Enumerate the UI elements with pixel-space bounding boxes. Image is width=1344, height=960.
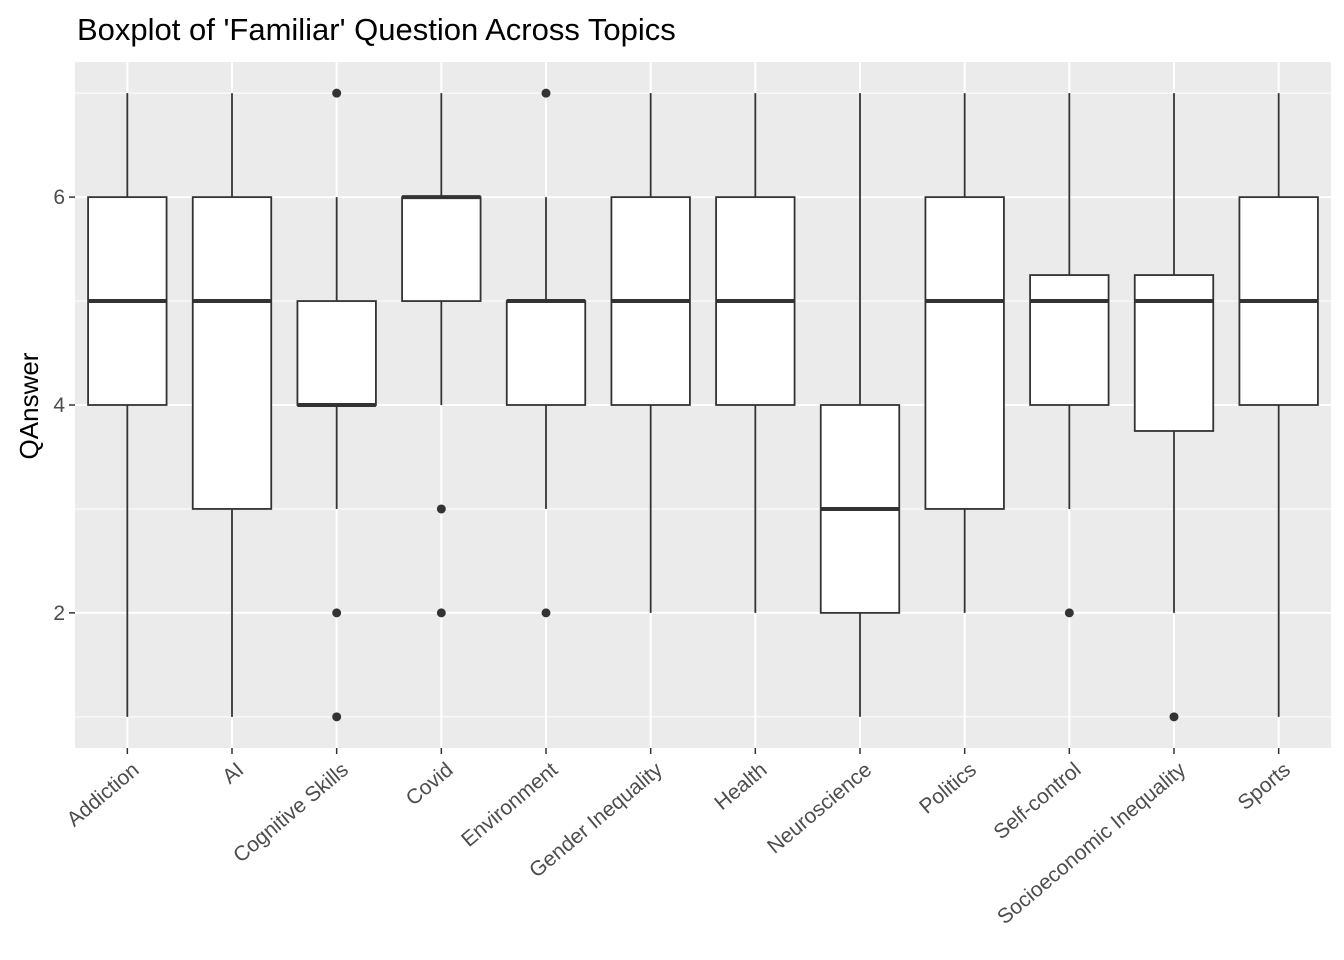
outlier-point (332, 608, 341, 617)
x-tick-label-sports: Sports (1234, 758, 1295, 815)
x-tick-label-politics: Politics (915, 758, 981, 818)
x-tick-label-ai: AI (218, 758, 248, 788)
outlier-point (332, 712, 341, 721)
x-tick-label-neuroscience: Neuroscience (763, 758, 876, 858)
y-tick-label: 6 (53, 186, 65, 209)
outlier-point (542, 608, 551, 617)
iqr-box (1135, 275, 1214, 431)
iqr-box (193, 197, 272, 509)
outlier-point (1170, 712, 1179, 721)
y-axis: 2 4 6 (53, 186, 75, 625)
iqr-box (297, 301, 376, 405)
chart-title: Boxplot of 'Familiar' Question Across To… (77, 12, 676, 47)
outlier-point (437, 504, 446, 513)
x-tick-label-socioeconomic-inequality: Socioeconomic Inequality (993, 758, 1191, 929)
x-tick-label-addiction: Addiction (63, 758, 144, 831)
y-axis-title: QAnswer (14, 352, 44, 459)
iqr-box (925, 197, 1004, 509)
y-tick-label: 4 (53, 394, 65, 417)
x-tick-label-covid: Covid (402, 758, 458, 810)
outlier-point (542, 89, 551, 98)
iqr-box (1030, 275, 1109, 405)
x-tick-label-self-control: Self-control (989, 758, 1085, 844)
x-tick-label-cognitive-skills: Cognitive Skills (229, 758, 353, 867)
outlier-point (332, 89, 341, 98)
outlier-point (437, 608, 446, 617)
iqr-box (402, 197, 481, 301)
x-tick-label-health: Health (710, 758, 771, 815)
x-tick-label-environment: Environment (457, 758, 562, 852)
iqr-box (507, 301, 586, 405)
y-tick-label: 2 (53, 602, 65, 625)
outlier-point (1065, 608, 1074, 617)
